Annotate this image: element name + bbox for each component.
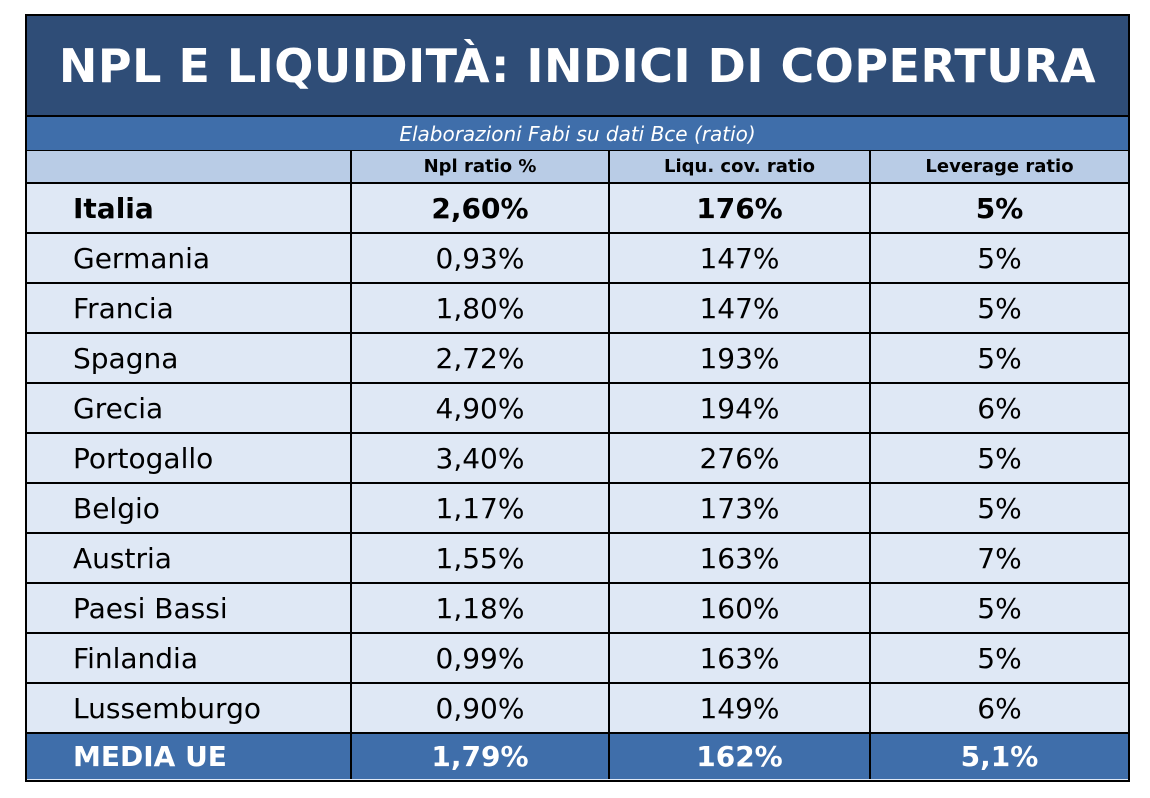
lcr-cell: 147% bbox=[609, 233, 871, 284]
leverage-ratio-cell: 6% bbox=[870, 683, 1128, 734]
country-cell: Italia bbox=[27, 183, 352, 234]
table-body: Italia 2,60% 176% 5% Germania 0,93% 147% 5% Fran… bbox=[27, 183, 1128, 779]
lcr-cell: 194% bbox=[609, 383, 871, 434]
npl-ratio-cell: 0,93% bbox=[351, 233, 610, 284]
footer-npl-ratio-cell: 1,79% bbox=[351, 733, 610, 779]
table-row: Grecia 4,90% 194% 6% bbox=[27, 383, 1128, 434]
data-table: Npl ratio % Liqu. cov. ratio Leverage ra… bbox=[27, 151, 1128, 779]
npl-ratio-cell: 1,55% bbox=[351, 533, 610, 584]
lcr-cell: 163% bbox=[609, 533, 871, 584]
country-cell: Lussemburgo bbox=[27, 683, 352, 734]
lcr-cell: 193% bbox=[609, 333, 871, 384]
column-header-leverage: Leverage ratio bbox=[870, 151, 1128, 184]
lcr-cell: 163% bbox=[609, 633, 871, 684]
npl-ratio-cell: 0,99% bbox=[351, 633, 610, 684]
country-cell: Grecia bbox=[27, 383, 352, 434]
header-row: Npl ratio % Liqu. cov. ratio Leverage ra… bbox=[27, 151, 1128, 184]
table-row: Finlandia 0,99% 163% 5% bbox=[27, 633, 1128, 684]
npl-ratio-cell: 1,80% bbox=[351, 283, 610, 334]
table-row: Austria 1,55% 163% 7% bbox=[27, 533, 1128, 584]
npl-ratio-cell: 1,17% bbox=[351, 483, 610, 534]
leverage-ratio-cell: 7% bbox=[870, 533, 1128, 584]
country-cell: Paesi Bassi bbox=[27, 583, 352, 634]
leverage-ratio-cell: 5% bbox=[870, 233, 1128, 284]
npl-ratio-cell: 1,18% bbox=[351, 583, 610, 634]
lcr-cell: 147% bbox=[609, 283, 871, 334]
npl-ratio-cell: 0,90% bbox=[351, 683, 610, 734]
lcr-cell: 160% bbox=[609, 583, 871, 634]
column-header-country bbox=[27, 151, 352, 184]
npl-ratio-cell: 4,90% bbox=[351, 383, 610, 434]
lcr-cell: 173% bbox=[609, 483, 871, 534]
table-row: Italia 2,60% 176% 5% bbox=[27, 183, 1128, 234]
table-row: Paesi Bassi 1,18% 160% 5% bbox=[27, 583, 1128, 634]
country-cell: Francia bbox=[27, 283, 352, 334]
leverage-ratio-cell: 6% bbox=[870, 383, 1128, 434]
table-row: Spagna 2,72% 193% 5% bbox=[27, 333, 1128, 384]
country-cell: Belgio bbox=[27, 483, 352, 534]
leverage-ratio-cell: 5% bbox=[870, 333, 1128, 384]
country-cell: Finlandia bbox=[27, 633, 352, 684]
lcr-cell: 149% bbox=[609, 683, 871, 734]
footer-leverage-ratio-cell: 5,1% bbox=[960, 740, 1039, 773]
footer-country-cell: MEDIA UE bbox=[27, 733, 352, 779]
lcr-cell: 176% bbox=[609, 183, 871, 234]
leverage-ratio-cell: 5% bbox=[870, 183, 1128, 234]
table-row: Francia 1,80% 147% 5% bbox=[27, 283, 1128, 334]
column-header-npl: Npl ratio % bbox=[351, 151, 610, 184]
leverage-ratio-cell: 5% bbox=[870, 583, 1128, 634]
table-row: Belgio 1,17% 173% 5% bbox=[27, 483, 1128, 534]
leverage-ratio-cell: 5% bbox=[870, 283, 1128, 334]
column-header-lcr: Liqu. cov. ratio bbox=[609, 151, 871, 184]
country-cell: Austria bbox=[27, 533, 352, 584]
lcr-cell: 276% bbox=[609, 433, 871, 484]
table-frame: NPL E LIQUIDITÀ: INDICI DI COPERTURA Ela… bbox=[25, 14, 1130, 782]
npl-ratio-cell: 2,60% bbox=[351, 183, 610, 234]
leverage-ratio-cell: 5% bbox=[870, 633, 1128, 684]
country-cell: Spagna bbox=[27, 333, 352, 384]
table-subtitle: Elaborazioni Fabi su dati Bce (ratio) bbox=[27, 117, 1128, 152]
leverage-ratio-cell: 5% bbox=[870, 433, 1128, 484]
npl-ratio-cell: 2,72% bbox=[351, 333, 610, 384]
country-cell: Germania bbox=[27, 233, 352, 284]
footer-row-average: MEDIA UE 1,79% 162% 5,1% bbox=[27, 733, 1128, 779]
page-title: NPL E LIQUIDITÀ: INDICI DI COPERTURA bbox=[27, 16, 1128, 117]
country-cell: Portogallo bbox=[27, 433, 352, 484]
npl-ratio-cell: 3,40% bbox=[351, 433, 610, 484]
leverage-ratio-cell: 5% bbox=[870, 483, 1128, 534]
footer-lcr-cell: 162% bbox=[609, 733, 871, 779]
table-row: Germania 0,93% 147% 5% bbox=[27, 233, 1128, 284]
table-row: Lussemburgo 0,90% 149% 6% bbox=[27, 683, 1128, 734]
table-row: Portogallo 3,40% 276% 5% bbox=[27, 433, 1128, 484]
